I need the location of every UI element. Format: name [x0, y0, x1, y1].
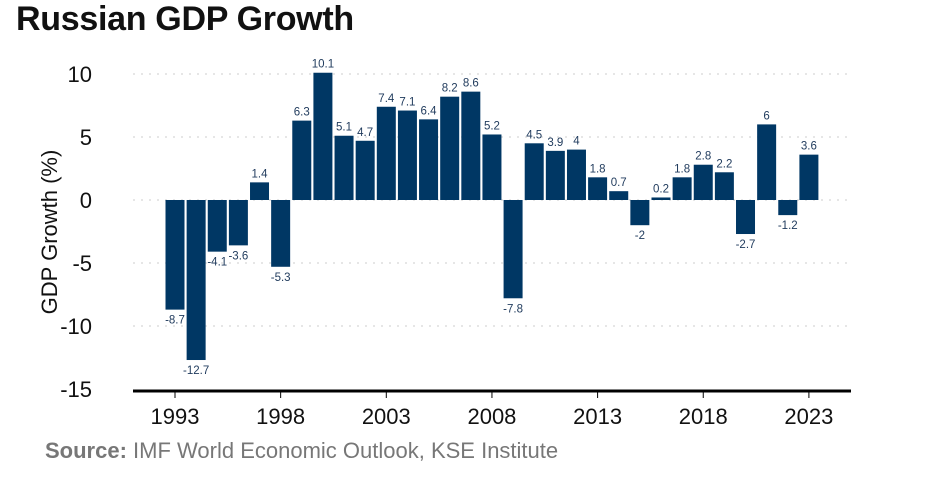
- bar-2004: [397, 110, 417, 200]
- y-tick-label: -15: [60, 377, 92, 402]
- bar-1998: [271, 200, 291, 267]
- data-label-2010: 4.5: [526, 129, 542, 141]
- bar-2014: [609, 191, 629, 200]
- bar-2010: [524, 143, 544, 200]
- bar-1999: [292, 120, 312, 200]
- bar-2003: [376, 106, 396, 200]
- bar-2016: [651, 197, 671, 200]
- data-label-1999: 6.3: [294, 107, 310, 119]
- bar-1994: [186, 200, 206, 361]
- data-label-2005: 6.4: [421, 105, 438, 117]
- x-tick-label: 1993: [151, 404, 200, 429]
- bar-2015: [630, 200, 650, 226]
- bar-2000: [313, 72, 333, 200]
- data-label-2008: 5.2: [484, 120, 500, 132]
- data-label-2007: 8.6: [463, 78, 479, 90]
- x-tick-label: 2013: [573, 404, 622, 429]
- bar-2019: [714, 172, 734, 200]
- bar-2009: [503, 200, 523, 299]
- source-text: IMF World Economic Outlook, KSE Institut…: [133, 438, 559, 463]
- y-axis-label: GDP Growth (%): [37, 150, 62, 315]
- x-tick-label: 2008: [467, 404, 516, 429]
- data-label-2013: 1.8: [590, 163, 606, 175]
- data-label-1996: -3.6: [228, 250, 248, 262]
- y-tick-label: -10: [60, 314, 92, 339]
- bar-2011: [545, 150, 565, 200]
- data-label-2001: 5.1: [336, 122, 352, 134]
- data-label-2006: 8.2: [442, 83, 458, 95]
- bar-1993: [165, 200, 185, 310]
- data-label-2022: -1.2: [778, 220, 798, 232]
- data-label-2016: 0.2: [653, 183, 669, 195]
- bar-2020: [736, 200, 756, 235]
- bar-2002: [355, 140, 375, 200]
- data-label-1993: -8.7: [165, 315, 185, 327]
- x-tick-label: 2023: [784, 404, 833, 429]
- y-tick-label: 10: [68, 62, 92, 87]
- data-label-1997: 1.4: [252, 168, 269, 180]
- bar-2017: [672, 177, 692, 200]
- data-label-2019: 2.2: [716, 158, 732, 170]
- y-tick-label: 0: [80, 188, 92, 213]
- chart-title: Russian GDP Growth: [16, 0, 354, 38]
- bar-2008: [482, 134, 502, 200]
- data-label-2014: 0.7: [611, 177, 627, 189]
- data-label-2012: 4: [573, 136, 580, 148]
- bar-2001: [334, 135, 354, 200]
- bar-2005: [419, 119, 439, 200]
- data-label-2017: 1.8: [674, 163, 690, 175]
- data-label-2023: 3.6: [801, 141, 817, 153]
- data-label-2002: 4.7: [357, 127, 373, 139]
- y-tick-label: 5: [80, 125, 92, 150]
- bar-2021: [757, 124, 777, 200]
- data-label-2020: -2.7: [736, 239, 756, 251]
- data-label-2000: 10.1: [312, 59, 334, 71]
- data-label-2015: -2: [635, 230, 645, 242]
- x-tick-label: 1998: [256, 404, 305, 429]
- bar-2006: [440, 96, 460, 200]
- data-label-2011: 3.9: [547, 137, 563, 149]
- bar-2022: [778, 200, 798, 216]
- bar-1995: [207, 200, 227, 252]
- bar-2012: [566, 149, 586, 200]
- source-label: Source:: [45, 438, 127, 463]
- bar-2013: [588, 177, 608, 200]
- data-label-2018: 2.8: [695, 151, 711, 163]
- x-tick-label: 2018: [679, 404, 728, 429]
- x-tick-label: 2003: [362, 404, 411, 429]
- data-label-1994: -12.7: [183, 365, 209, 377]
- data-label-2009: -7.8: [503, 303, 523, 315]
- data-label-1998: -5.3: [271, 272, 291, 284]
- y-tick-label: -5: [72, 251, 92, 276]
- bar-2023: [799, 154, 819, 200]
- bar-1996: [228, 200, 248, 246]
- data-label-1995: -4.1: [207, 257, 227, 269]
- data-label-2003: 7.4: [378, 93, 395, 105]
- data-label-2021: 6: [763, 110, 769, 122]
- bar-1997: [250, 182, 270, 200]
- data-label-2004: 7.1: [399, 97, 415, 109]
- bar-2007: [461, 91, 481, 200]
- bar-2018: [693, 164, 713, 200]
- source-note: Source: IMF World Economic Outlook, KSE …: [45, 438, 558, 464]
